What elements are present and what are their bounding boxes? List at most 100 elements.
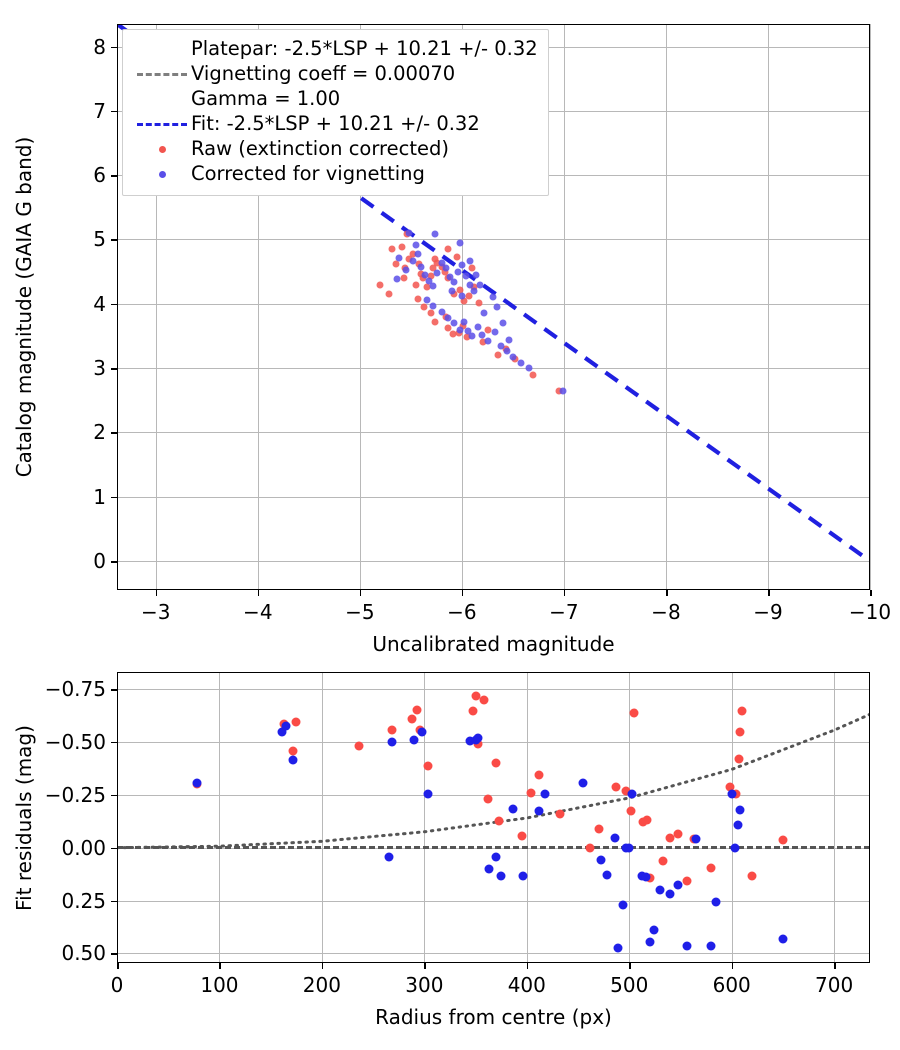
legend-label-stack: Corrected for vignetting bbox=[191, 162, 425, 186]
data-point bbox=[395, 254, 403, 261]
data-point bbox=[735, 727, 745, 737]
x-tick-label: 200 bbox=[302, 973, 341, 997]
legend-label: Fit: -2.5*LSP + 10.21 +/- 0.32 bbox=[191, 112, 480, 136]
data-point bbox=[453, 253, 461, 261]
data-point bbox=[734, 754, 744, 764]
data-point bbox=[414, 250, 422, 258]
y-tick bbox=[111, 900, 117, 903]
data-point bbox=[496, 871, 506, 881]
gridline-vertical bbox=[666, 24, 667, 590]
y-tick-label: 6 bbox=[93, 163, 106, 188]
data-point bbox=[433, 259, 441, 267]
data-point bbox=[427, 309, 435, 317]
x-tick-label: −4 bbox=[243, 600, 273, 624]
data-point bbox=[526, 788, 536, 798]
data-point bbox=[540, 789, 550, 799]
data-point bbox=[460, 318, 468, 326]
data-point bbox=[610, 833, 620, 843]
gridline-vertical bbox=[564, 24, 565, 590]
data-point bbox=[658, 856, 668, 866]
data-point bbox=[602, 870, 612, 880]
data-point bbox=[778, 835, 788, 845]
x-tick-label: −3 bbox=[141, 600, 171, 624]
data-point bbox=[438, 259, 445, 267]
gridline-vertical bbox=[768, 24, 769, 590]
data-point bbox=[444, 245, 452, 253]
data-point bbox=[385, 290, 393, 297]
data-point bbox=[414, 295, 422, 303]
x-tick-label: −9 bbox=[753, 600, 783, 624]
data-point bbox=[474, 323, 482, 331]
data-point bbox=[423, 789, 433, 799]
data-point bbox=[735, 805, 745, 815]
data-point bbox=[627, 789, 637, 799]
data-point bbox=[778, 934, 788, 944]
y-tick-label: 0.25 bbox=[61, 888, 106, 913]
data-point bbox=[665, 833, 675, 843]
gridline-vertical bbox=[156, 24, 157, 590]
x-axis-label: Radius from centre (px) bbox=[375, 1005, 612, 1029]
x-tick-label: 0 bbox=[110, 973, 124, 997]
data-point bbox=[480, 309, 488, 317]
gridline-vertical bbox=[360, 24, 361, 590]
data-point bbox=[459, 322, 467, 330]
data-point bbox=[384, 852, 393, 862]
data-point bbox=[483, 794, 493, 804]
data-point bbox=[624, 843, 634, 853]
legend-key-raw bbox=[133, 146, 191, 153]
data-point bbox=[476, 281, 484, 288]
data-point bbox=[423, 296, 431, 304]
dashed-line-icon bbox=[137, 123, 187, 126]
data-point bbox=[423, 761, 433, 771]
y-tick-label: −0.75 bbox=[44, 676, 106, 701]
data-point bbox=[444, 324, 452, 332]
data-point bbox=[711, 897, 721, 907]
y-tick-label: −0.50 bbox=[44, 729, 106, 754]
data-point bbox=[493, 303, 501, 311]
y-tick-label: 7 bbox=[93, 98, 106, 123]
data-point bbox=[725, 782, 735, 792]
x-tick-label: 700 bbox=[815, 973, 854, 997]
legend-label: Gamma = 1.00 bbox=[191, 87, 341, 111]
vignetting-curve bbox=[117, 712, 870, 850]
legend-entry-vignetting-coeff: Vignetting coeff = 0.00070 bbox=[133, 62, 538, 87]
legend-key-fit bbox=[133, 123, 191, 126]
data-point bbox=[470, 287, 478, 295]
data-point bbox=[473, 739, 483, 749]
legend-key-corrected bbox=[133, 171, 191, 178]
y-tick bbox=[111, 496, 117, 499]
data-point bbox=[354, 741, 364, 751]
data-point bbox=[463, 333, 471, 341]
gridline-horizontal bbox=[117, 368, 870, 369]
data-point bbox=[626, 806, 636, 816]
data-point bbox=[706, 863, 716, 873]
data-point bbox=[288, 755, 298, 765]
legend-label: Vignetting coeff = 0.00070 bbox=[191, 62, 456, 86]
data-point bbox=[376, 281, 384, 288]
data-point bbox=[427, 272, 435, 280]
data-point bbox=[429, 264, 437, 272]
data-point bbox=[429, 282, 437, 290]
data-point bbox=[475, 299, 483, 306]
gridline-vertical bbox=[219, 672, 220, 963]
y-tick-label: 8 bbox=[93, 34, 106, 59]
data-point bbox=[534, 770, 544, 780]
data-point bbox=[473, 733, 483, 743]
data-point bbox=[465, 736, 475, 746]
x-tick-label: 500 bbox=[610, 973, 649, 997]
y-tick bbox=[111, 847, 117, 850]
x-tick bbox=[155, 590, 158, 596]
legend-label-stack: Fit: -2.5*LSP + 10.21 +/- 0.32 bbox=[191, 112, 480, 136]
data-point bbox=[388, 245, 395, 253]
data-point bbox=[431, 255, 439, 263]
data-point bbox=[409, 735, 419, 745]
data-point bbox=[509, 353, 517, 360]
legend-entry-raw: Raw (extinction corrected) bbox=[133, 137, 538, 162]
data-point bbox=[517, 831, 527, 841]
gridline-horizontal bbox=[117, 497, 870, 498]
data-point bbox=[484, 864, 494, 874]
data-point bbox=[460, 297, 468, 305]
data-point bbox=[691, 834, 701, 844]
data-point bbox=[655, 885, 665, 895]
data-point bbox=[471, 691, 481, 701]
